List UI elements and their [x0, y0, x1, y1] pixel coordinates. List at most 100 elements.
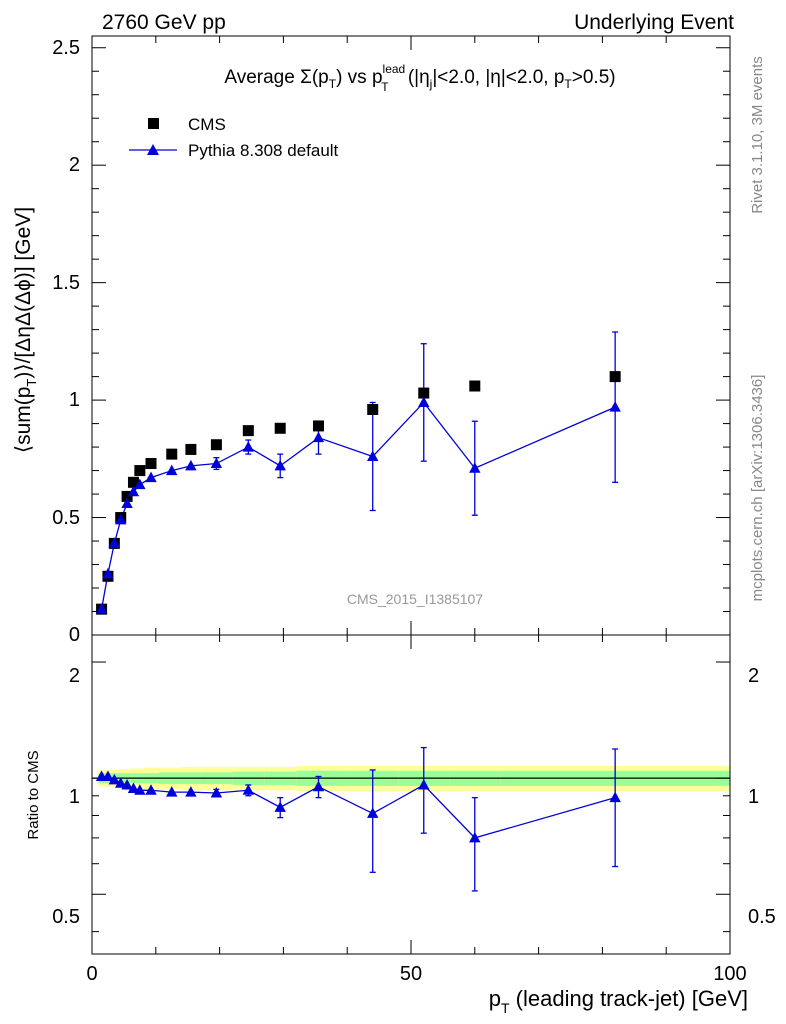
cms-data-point [469, 380, 481, 392]
title-sub-t: T [329, 77, 337, 91]
ratio-point [121, 778, 133, 790]
cms-data-point [134, 465, 146, 477]
ratio-point [469, 831, 481, 843]
ratio-point [274, 801, 286, 812]
ratio-point [102, 770, 114, 781]
cms-data-point [609, 371, 621, 383]
title-part-5: >0.5) [572, 67, 616, 88]
mc-point [115, 513, 127, 525]
ratio-ytick-right-1: 1 [748, 786, 759, 808]
ratio-ytick-right-2: 2 [748, 665, 759, 687]
xtick-50: 50 [400, 963, 422, 985]
ratio-marks [95, 746, 621, 892]
mcplots-label: mcplots.cern.ch [arXiv:1306.3436] [749, 375, 766, 602]
ratio-point [134, 784, 146, 795]
mc-point [210, 457, 223, 469]
title-sub-j: j [429, 77, 433, 91]
title-part-4: |<2.0, |η|<2.0, p [432, 67, 564, 88]
main-ytick-3: 1.5 [52, 272, 80, 294]
mc-line [100, 401, 616, 610]
main-ytick-0: 0 [69, 624, 80, 646]
mc-point [367, 450, 379, 461]
ratio-point [115, 777, 127, 788]
header-left: 2760 GeV pp [102, 11, 226, 34]
main-marks [95, 331, 621, 615]
cms-data-point [121, 490, 133, 502]
cms-data-point [166, 448, 178, 460]
legend-data-label: CMS [188, 115, 226, 134]
cms-data-point [367, 403, 379, 415]
legend-mc-marker [147, 144, 159, 155]
xlabel-rest: (leading track-jet) [GeV] [510, 986, 748, 1011]
cms-data-point [185, 443, 197, 455]
mc-point [102, 567, 114, 579]
ylabel-sub: T [24, 379, 39, 387]
main-y-axis-label: ⟨sum(pT)⟩/[ΔηΔ(Δϕ)] [GeV] [12, 207, 39, 453]
cms-data-point [145, 458, 157, 470]
mc-point [185, 459, 197, 471]
rivet-label: Rivet 3.1.10, 3M events [749, 56, 766, 214]
ylabel-part-2: )⟩/[ΔηΔ(Δϕ)] [GeV] [12, 207, 35, 379]
mc-point [166, 464, 178, 476]
ratio-ytick-left-0.5: 0.5 [52, 906, 80, 928]
analysis-watermark: CMS_2015_I1385107 [347, 591, 483, 607]
mc-point [108, 537, 121, 548]
ratio-ticks [91, 635, 731, 954]
title-sub-T: T [381, 80, 389, 94]
mc-point [127, 485, 140, 497]
xlabel-p: p [489, 986, 501, 1011]
ratio-ytick-left-1: 1 [69, 786, 80, 808]
ratio-point [367, 807, 379, 818]
main-ytick-labels: 0 0.5 1 1.5 2 2.5 [52, 37, 80, 646]
mc-point [469, 462, 481, 473]
ratio-panel: 0.5 1 2 0.5 1 2 [52, 634, 776, 955]
ratio-point [242, 784, 255, 795]
ratio-point [127, 782, 140, 793]
mc-point [312, 431, 325, 443]
header-right: Underlying Event [574, 11, 734, 34]
mc-point [274, 459, 286, 471]
chart-title: Average Σ(pT) vs plead T (|ηj|<2.0, |η|<2… [224, 62, 615, 94]
cms-data-point [418, 387, 430, 399]
cms-data-point [312, 420, 324, 432]
title-part-3: (|η [403, 67, 430, 88]
title-part-1: Average Σ(p [224, 67, 328, 88]
main-ytick-2: 1 [69, 389, 80, 411]
ratio-y-axis-label: Ratio to CMS [25, 750, 42, 839]
ylabel-part-1: ⟨sum(p [12, 387, 35, 454]
main-ytick-4: 2 [69, 154, 80, 176]
x-axis-label: pT (leading track-jet) [GeV] [489, 986, 748, 1016]
ratio-point [609, 791, 621, 803]
main-ytick-5: 2.5 [52, 37, 80, 59]
mc-point [95, 603, 108, 614]
ratio-point [210, 787, 223, 798]
ratio-ytick-left-2: 2 [69, 665, 80, 687]
main-ticks [91, 36, 731, 636]
mc-point [121, 497, 133, 508]
mc-point [134, 478, 146, 490]
xtick-100: 100 [713, 963, 746, 985]
main-ytick-1: 0.5 [52, 507, 80, 529]
title-part-2: ) vs p [336, 67, 382, 88]
ratio-point [145, 784, 157, 795]
ratio-point [418, 778, 430, 790]
cms-data-point [127, 476, 139, 488]
title-sub-T2: T [564, 77, 572, 91]
main-panel: 0 0.5 1 1.5 2 2.5 Average Σ(pT) vs plead… [52, 35, 731, 646]
cms-data-point [242, 425, 254, 437]
mc-point [242, 441, 255, 452]
xlabel-sub: T [501, 1000, 510, 1016]
mc-point [609, 401, 621, 412]
title-sup-lead: lead [383, 62, 406, 76]
legend-mc-label: Pythia 8.308 default [188, 141, 339, 160]
xtick-0: 0 [86, 963, 97, 985]
ratio-point [185, 786, 197, 797]
mc-point [418, 396, 430, 407]
ratio-point [312, 780, 325, 792]
ratio-ytick-right-0.5: 0.5 [748, 906, 776, 928]
legend-data-marker [148, 118, 159, 129]
ratio-point [108, 773, 121, 785]
mc-point [145, 471, 157, 483]
cms-data-point [210, 439, 222, 451]
